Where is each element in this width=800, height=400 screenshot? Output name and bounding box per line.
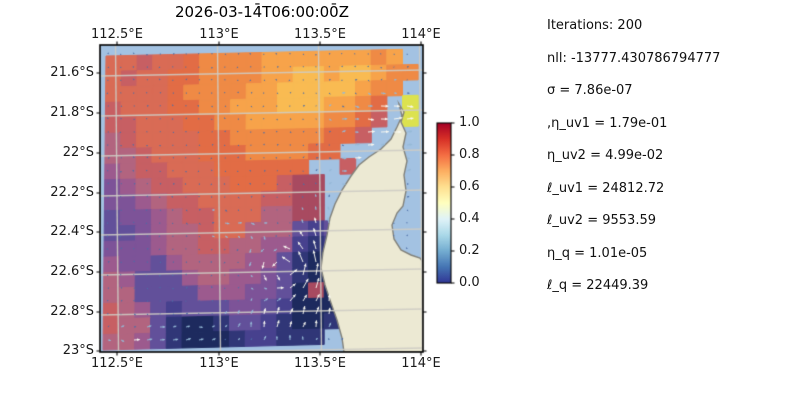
x-tick-label-top: 112.5°E	[91, 27, 143, 42]
y-tick-label: 21.6°S	[50, 65, 94, 80]
y-tick-label: 22.4°S	[50, 224, 94, 239]
y-tick-label: 22°S	[62, 145, 94, 160]
stats-line: Iterations: 200	[547, 18, 643, 33]
x-tick-label-bottom: 113.5°E	[294, 356, 346, 371]
colorbar-tick-label: 0.0	[459, 275, 480, 290]
stats-line: ,η_uv1 = 1.79e-01	[547, 115, 668, 131]
stats-line: ℓ_uv2 = 9553.59	[547, 213, 656, 228]
stats-line: nll: -13777.430786794777	[547, 50, 721, 66]
colorbar-tick-label: 0.4	[459, 211, 480, 226]
x-tick-label-bottom: 114°E	[401, 356, 441, 371]
y-tick-label: 22.8°S	[50, 304, 94, 319]
x-tick-label-top: 113°E	[199, 27, 239, 42]
colorbar-tick-label: 0.2	[459, 243, 480, 258]
y-tick-label: 23°S	[62, 343, 94, 358]
y-tick-label: 21.8°S	[50, 105, 94, 120]
stats-line: ℓ_q = 22449.39	[547, 278, 649, 293]
stats-line: η_q = 1.01e-05	[547, 245, 648, 261]
colorbar-tick-label: 1.0	[459, 115, 480, 130]
colorbar-tick-label: 0.6	[459, 179, 480, 194]
x-tick-label-top: 114°E	[401, 27, 441, 42]
y-tick-label: 22.6°S	[50, 264, 94, 279]
plot-title: 2026-03-14̄T06:00:00̄Z	[175, 3, 349, 21]
colorbar-tick-label: 0.8	[459, 147, 480, 162]
stats-panel: Iterations: 200 nll: -13777.430786794777 σ…	[547, 18, 720, 311]
x-tick-label-top: 113.5°E	[294, 27, 346, 42]
stats-line: η_uv2 = 4.99e-02	[547, 148, 664, 163]
y-tick-label: 22.2°S	[50, 185, 94, 200]
stats-line: σ = 7.86e-07	[547, 83, 633, 98]
x-tick-label-bottom: 112.5°E	[91, 356, 143, 371]
x-tick-label-bottom: 113°E	[199, 356, 239, 371]
stats-line: ℓ_uv1 = 24812.72	[547, 180, 665, 196]
